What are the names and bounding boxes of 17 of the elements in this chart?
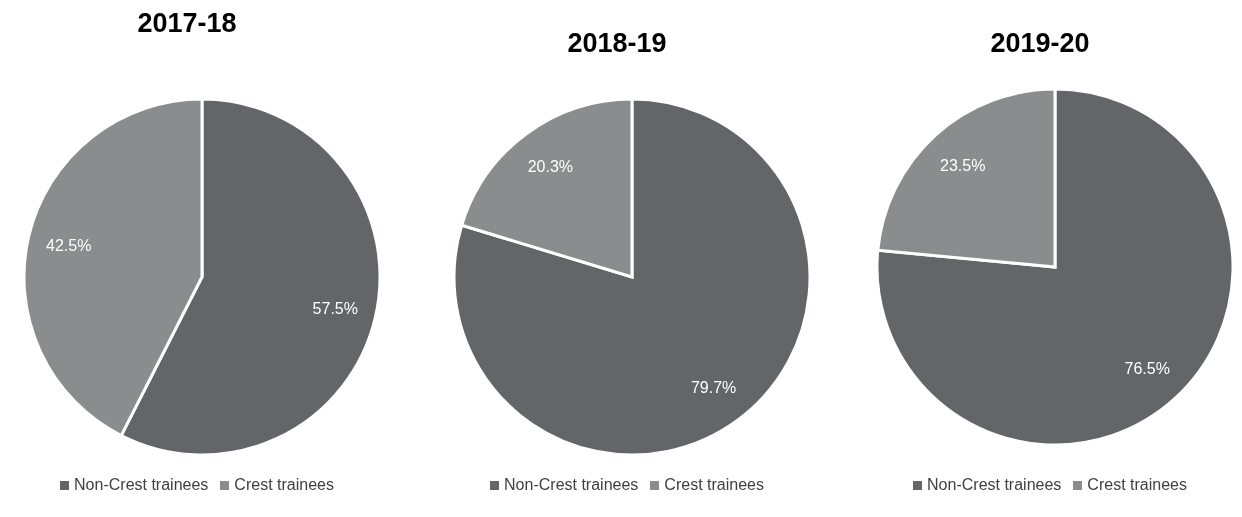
chart-title: 2018-19: [566, 28, 668, 59]
legend-label: Crest trainees: [234, 476, 334, 494]
data-label: 57.5%: [312, 300, 358, 318]
data-label: 23.5%: [940, 157, 986, 175]
data-label: 42.5%: [46, 236, 92, 254]
chart-title: 2017-18: [136, 8, 238, 39]
pie-slice: [452, 97, 812, 457]
legend-label: Non-Crest trainees: [927, 476, 1062, 494]
legend-label: Non-Crest trainees: [74, 476, 209, 494]
chart-title: 2019-20: [989, 28, 1091, 59]
data-label: 76.5%: [1124, 359, 1170, 377]
data-label: 79.7%: [690, 378, 737, 396]
legend-label: Crest trainees: [664, 476, 764, 494]
legend-label: Crest trainees: [1087, 476, 1187, 494]
data-label: 20.3%: [527, 158, 574, 176]
pie-slice: [875, 87, 1235, 447]
legend-label: Non-Crest trainees: [504, 476, 639, 494]
